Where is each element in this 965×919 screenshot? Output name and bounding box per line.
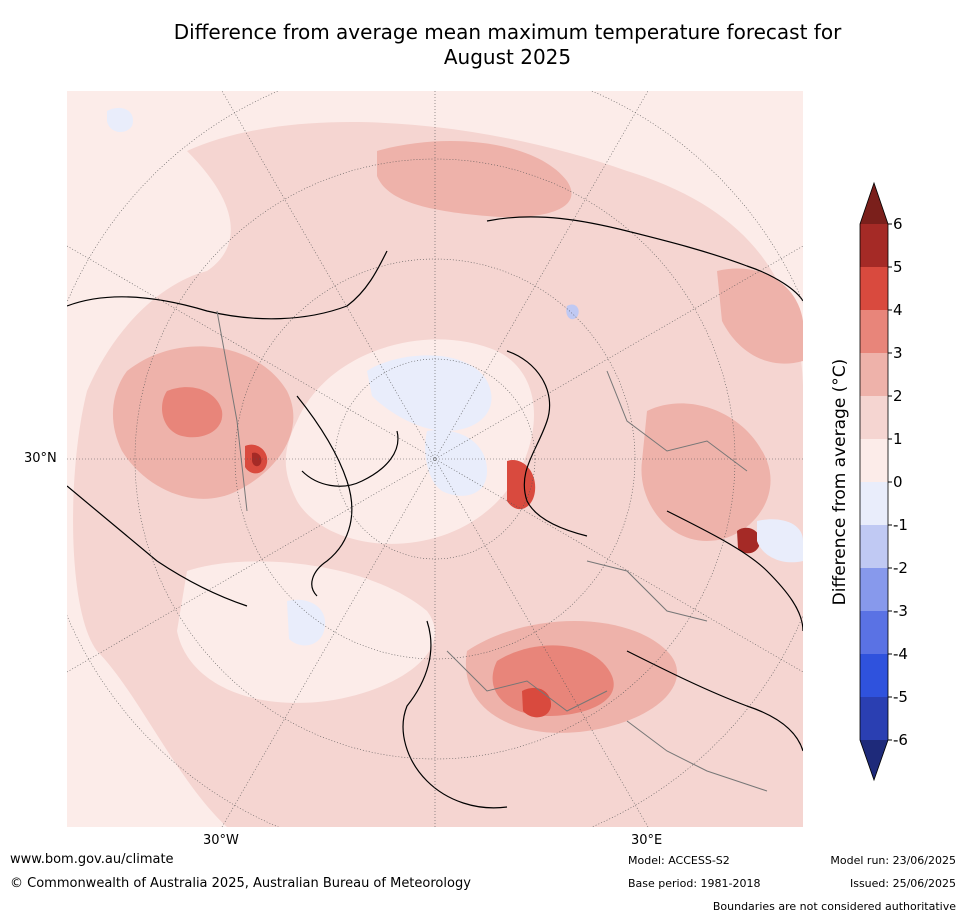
lon-label-30w: 30°W <box>203 833 239 848</box>
colorbar-tick-label: 2 <box>893 387 903 405</box>
graticule <box>67 91 803 827</box>
forecast-map <box>67 91 803 827</box>
anomaly-region-4to5-b <box>507 460 536 510</box>
lon-label-30e: 30°E <box>631 833 663 848</box>
colorbar-tick-label: -4 <box>893 645 908 663</box>
colorbar-band <box>860 697 888 740</box>
colorbar-tick-label: -5 <box>893 688 908 706</box>
colorbar-under-triangle <box>860 740 888 780</box>
colorbar-tick-label: -3 <box>893 602 908 620</box>
coastlines <box>67 216 803 809</box>
boundaries <box>216 310 768 792</box>
colorbar-band <box>860 654 888 697</box>
footer-issued: Issued: 25/06/2025 <box>849 877 956 890</box>
colorbar-tick-label: -2 <box>893 559 908 577</box>
colorbar-band <box>860 396 888 439</box>
colorbar-band <box>860 310 888 353</box>
colorbar: 6 5 4 3 2 1 0 -1 -2 -3 -4 -5 -6 <box>859 181 908 782</box>
anomaly-region-cool-east <box>757 519 803 563</box>
footer-url: www.bom.gov.au/climate <box>10 852 174 867</box>
colorbar-over-triangle <box>860 183 888 224</box>
colorbar-band <box>860 353 888 396</box>
colorbar-band <box>860 568 888 611</box>
colorbar-band <box>860 439 888 482</box>
anomaly-region-cool-siberia <box>566 304 579 320</box>
colorbar-tick-label: 0 <box>893 473 903 491</box>
colorbar-tick-label: 1 <box>893 430 903 448</box>
colorbar-band <box>860 482 888 525</box>
colorbar-tick-label: 5 <box>893 258 903 276</box>
lat-label-30n: 30°N <box>24 451 57 466</box>
colorbar-tick-label: -6 <box>893 731 908 749</box>
title-line-1: Difference from average mean maximum tem… <box>173 20 842 44</box>
footer-model-run: Model run: 23/06/2025 <box>830 854 956 867</box>
anomaly-region-2to3-pacific <box>377 141 572 218</box>
colorbar-band <box>860 267 888 310</box>
anomaly-region-cool-arctic <box>367 355 492 431</box>
anomaly-region-cool-atlantic <box>287 599 326 646</box>
colorbar-tick-label: 4 <box>893 301 903 319</box>
colorbar-band <box>860 525 888 568</box>
footer-copyright: © Commonwealth of Australia 2025, Austra… <box>10 876 471 891</box>
colorbar-tick-label: 6 <box>893 215 903 233</box>
colorbar-label: Difference from average (°C) <box>830 358 850 606</box>
anomaly-region-cool-pacific <box>107 107 133 133</box>
anomaly-region-5to6-b <box>252 452 262 467</box>
anomaly-region-2to3-asia <box>641 403 771 541</box>
footer-base-period: Base period: 1981-2018 <box>628 877 761 890</box>
anomaly-region-4to5 <box>522 687 552 718</box>
chart-title: Difference from average mean maximum tem… <box>60 20 955 70</box>
footer-disclaimer: Boundaries are not considered authoritat… <box>712 900 956 913</box>
anomaly-region-cool-arctic-b <box>425 430 487 496</box>
colorbar-tick-label: 3 <box>893 344 903 362</box>
title-line-2: August 2025 <box>443 45 572 69</box>
colorbar-tick-label: -1 <box>893 516 908 534</box>
footer-model: Model: ACCESS-S2 <box>628 854 730 867</box>
colorbar-band <box>860 611 888 654</box>
colorbar-band <box>860 224 888 267</box>
anomaly-region-5to6 <box>737 527 761 554</box>
anomaly-region-3to4-b <box>162 387 223 438</box>
anomaly-region-2to3-siberia <box>717 268 803 364</box>
